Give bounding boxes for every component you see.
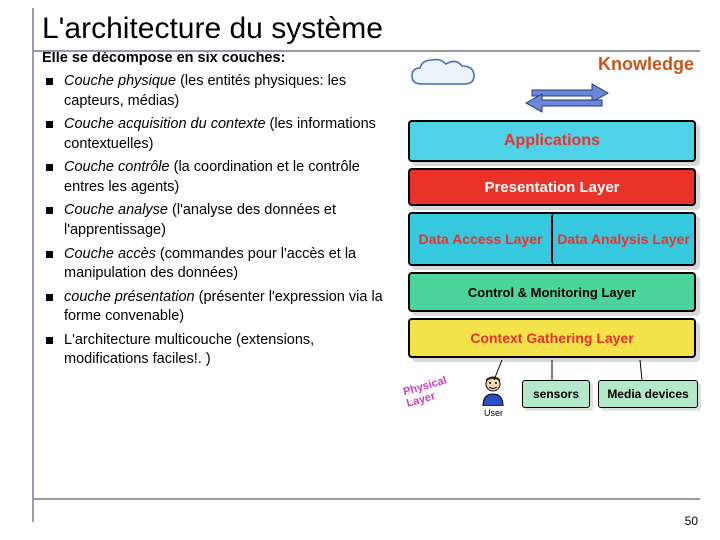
context-layer: Context Gathering Layer (408, 318, 696, 358)
data-access-layer: Data Access Layer (410, 214, 551, 264)
diagram-column: Knowledge Applications Presentation Laye… (402, 50, 702, 440)
slide: L'architecture du système Elle se décomp… (0, 0, 720, 540)
bullet-item: Couche analyse (l'analyse des données et… (42, 201, 390, 240)
bullet-item: couche présentation (présenter l'express… (42, 288, 390, 327)
slide-title: L'architecture du système (42, 12, 700, 46)
content-row: Elle se décompose en six couches: Couche… (42, 50, 700, 440)
bullet-item: Couche acquisition du contexte (les info… (42, 115, 390, 154)
bidir-arrows-icon (522, 80, 612, 116)
bullet-rest: L'architecture multicouche (extensions, … (64, 332, 314, 368)
control-layer: Control & Monitoring Layer (408, 272, 696, 312)
bullet-term: Couche physique (64, 73, 176, 89)
cloud-icon (408, 56, 478, 92)
user-label: User (484, 408, 503, 418)
knowledge-label: Knowledge (598, 54, 694, 75)
applications-layer: Applications (408, 120, 696, 162)
page-number: 50 (685, 514, 698, 528)
subtitle: Elle se décompose en six couches: (42, 50, 390, 66)
presentation-layer: Presentation Layer (408, 168, 696, 206)
bullet-term: couche présentation (64, 289, 195, 305)
data-layer-split: Data Access Layer Data Analysis Layer (408, 212, 696, 266)
bullet-term: Couche accès (64, 246, 156, 262)
layer-diagram: Knowledge Applications Presentation Laye… (402, 50, 702, 440)
decorative-vline (32, 8, 34, 522)
bullet-term: Couche acquisition du contexte (64, 116, 266, 132)
bullet-term: Couche contrôle (64, 159, 170, 175)
bullet-item: L'architecture multicouche (extensions, … (42, 331, 390, 370)
bullet-list: Couche physique (les entités physiques: … (42, 72, 390, 370)
decorative-rule-bottom (32, 498, 700, 500)
connector-lines-icon (402, 356, 702, 386)
text-column: Elle se décompose en six couches: Couche… (42, 50, 390, 440)
bullet-item: Couche physique (les entités physiques: … (42, 72, 390, 111)
data-analysis-layer: Data Analysis Layer (551, 214, 694, 264)
bullet-item: Couche contrôle (la coordination et le c… (42, 158, 390, 197)
bullet-item: Couche accès (commandes pour l'accès et … (42, 245, 390, 284)
bullet-term: Couche analyse (64, 202, 168, 218)
